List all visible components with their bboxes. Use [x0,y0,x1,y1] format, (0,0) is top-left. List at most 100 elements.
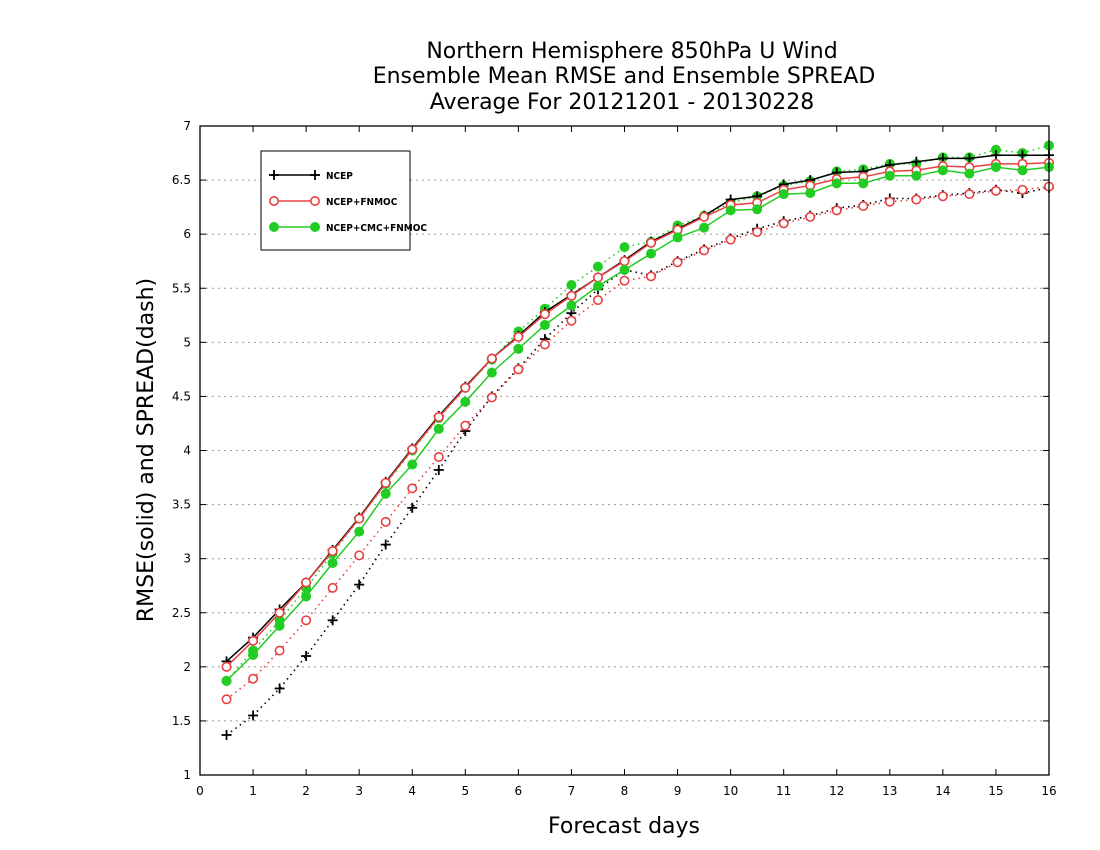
series-2-rmse-point [831,178,842,189]
series-1-spread-point [937,191,948,202]
x-tick-label: 8 [621,784,629,798]
series-1-spread-point [911,194,922,205]
series-1-spread-point [354,550,365,561]
legend-marker-0 [310,170,320,180]
series-0-spread-point [407,502,418,513]
y-tick-label: 5 [183,335,191,349]
axis-ticks: 11.522.533.544.555.566.570 1 2 3 4 5 6 7 8 9 10 11 1… [172,119,1057,798]
series-2-spread-point [619,242,630,253]
legend-label-2: NCEP+CMC+FNMOC [326,223,427,234]
series-1-spread-point [486,392,497,403]
y-tick-label: 3 [183,552,191,566]
series-2-rmse-point [778,189,789,200]
series-2-rmse-point [646,248,657,259]
series-2-rmse-point [752,204,763,215]
series-2-rmse-point [274,620,285,631]
y-tick-label: 2.5 [172,606,191,620]
x-tick-label: 7 [568,784,576,798]
series-1-rmse-point [460,382,471,393]
x-tick-label: 9 [674,784,682,798]
x-tick-label: 6 [515,784,523,798]
series-2-rmse-point [911,170,922,181]
series-2-spread-point [566,280,577,291]
y-tick-label: 1.5 [172,714,191,728]
x-tick-label: 13 [882,784,897,798]
y-tick-label: 1 [183,768,191,782]
series-2-rmse-point [937,165,948,176]
y-tick-label: 5.5 [172,281,191,295]
x-tick-label: 4 [408,784,416,798]
series-1-spread-point [805,211,816,222]
series-1-rmse-point [646,237,657,248]
y-tick-label: 4 [183,444,191,458]
series-2-rmse-point [539,320,550,331]
series-0-rmse-point [1017,150,1028,161]
y-axis-label: RMSE(solid) and SPREAD(dash) [134,278,159,622]
series-2-rmse-point [884,170,895,181]
series-1-spread-point [566,315,577,326]
series-1-spread-point [407,483,418,494]
series-1-spread-point [646,271,657,282]
x-axis-label: Forecast days [548,814,700,839]
x-tick-label: 1 [249,784,257,798]
series-1-spread-point [327,582,338,593]
title-line-1: Northern Hemisphere 850hPa U Wind [426,39,837,64]
series-1-rmse-point [486,353,497,364]
series-1-spread-point [1017,184,1028,195]
series-2-rmse-point [327,557,338,568]
x-tick-label: 5 [461,784,469,798]
series-1-rmse-point [301,577,312,588]
x-tick-label: 3 [355,784,363,798]
series-1-rmse-point [619,256,630,267]
series-0-spread-point [327,615,338,626]
y-tick-label: 7 [183,119,191,133]
y-tick-label: 6.5 [172,173,191,187]
series-1-spread-point [884,196,895,207]
series-1-rmse-point [248,635,259,646]
y-tick-label: 6 [183,227,191,241]
series-0-spread-point [221,729,232,740]
series-2-spread-point [592,261,603,272]
series-1-spread-line [226,185,1050,700]
series-1-spread-point [221,694,232,705]
x-tick-label: 16 [1041,784,1056,798]
series-2-rmse-point [725,205,736,216]
series-1-spread-point [752,227,763,238]
y-tick-label: 3.5 [172,498,191,512]
series-1-rmse-point [274,607,285,618]
legend-marker-1 [309,196,320,207]
series-1-spread-point [619,275,630,286]
series-layer [221,140,1055,740]
series-1-rmse-point [327,546,338,557]
series-0-spread-point [248,710,259,721]
y-tick-label: 2 [183,660,191,674]
legend: NCEP NCEP+FNMOC NCEP+CMC+FNMOC [260,150,427,251]
x-tick-label: 0 [196,784,204,798]
legend-marker-0 [269,170,279,180]
series-2-rmse-point [619,264,630,275]
series-1-spread-point [778,218,789,229]
series-2-rmse-point [592,281,603,292]
x-tick-label: 12 [829,784,844,798]
series-1-spread-point [380,516,391,527]
series-2-rmse-point [433,423,444,434]
series-0-spread-point [433,464,444,475]
series-0-rmse-point [964,153,975,164]
series-0-spread-point [274,683,285,694]
series-2-rmse-point [380,488,391,499]
series-2-rmse-point [460,396,471,407]
series-1-rmse-point [407,444,418,455]
series-1-rmse-point [380,477,391,488]
title-line-2: Ensemble Mean RMSE and Ensemble SPREAD [373,64,876,89]
series-1-spread-point [248,673,259,684]
x-tick-label: 10 [723,784,738,798]
series-1-spread-point [990,185,1001,196]
series-1-spread-point [964,189,975,200]
series-1-spread-point [592,295,603,306]
series-1-rmse-point [592,272,603,283]
series-1-spread-point [274,645,285,656]
series-1-spread-point [831,205,842,216]
series-1-spread-point [433,451,444,462]
series-1-rmse-point [539,309,550,320]
